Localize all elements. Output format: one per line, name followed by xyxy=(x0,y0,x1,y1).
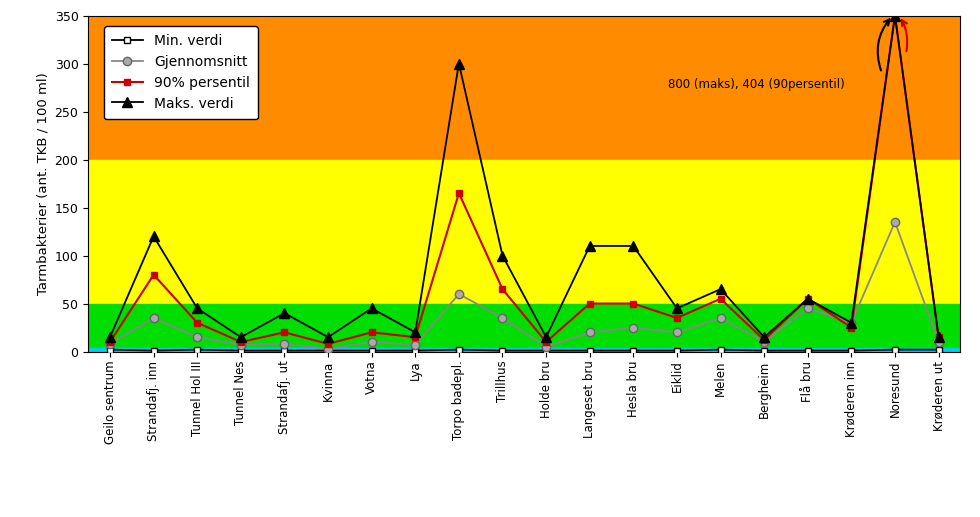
Text: 800 (maks), 404 (90persentil): 800 (maks), 404 (90persentil) xyxy=(668,78,845,90)
Y-axis label: Tarmbakterier (ant. TKB / 100 ml): Tarmbakterier (ant. TKB / 100 ml) xyxy=(36,72,49,295)
Legend: Min. verdi, Gjennomsnitt, 90% persentil, Maks. verdi: Min. verdi, Gjennomsnitt, 90% persentil,… xyxy=(104,26,258,119)
Bar xyxy=(88,160,960,303)
Bar xyxy=(88,303,960,352)
Bar xyxy=(88,16,960,160)
Bar xyxy=(88,348,960,352)
